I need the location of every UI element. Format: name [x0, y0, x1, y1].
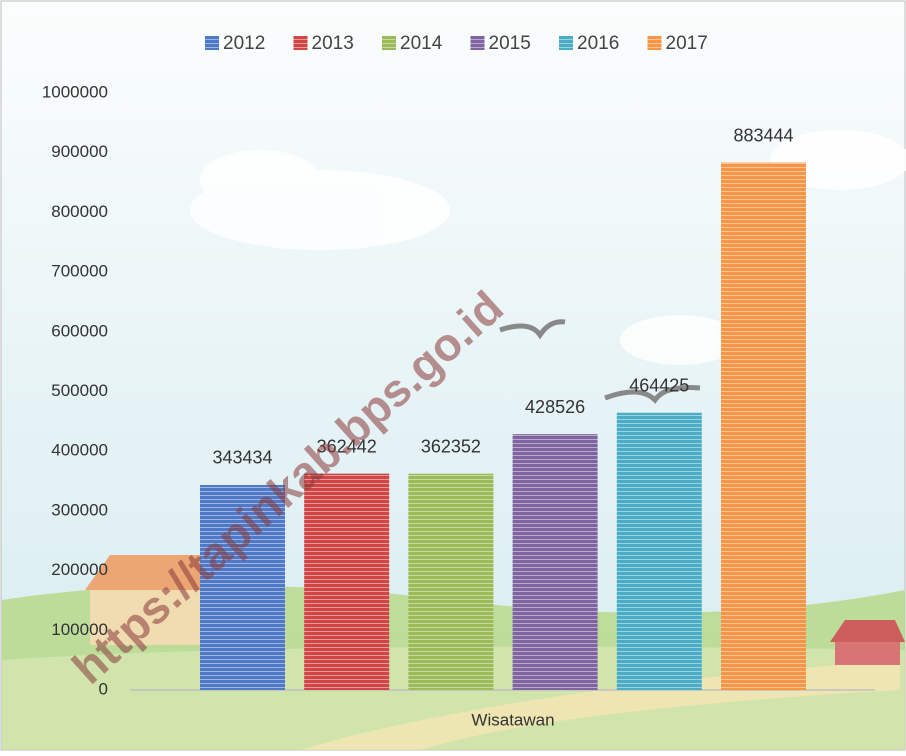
- legend-label: 2013: [312, 33, 354, 54]
- legend-swatch: [205, 36, 219, 50]
- legend-label: 2016: [577, 33, 619, 54]
- y-tick-label: 200000: [51, 560, 108, 579]
- legend-swatch: [293, 36, 308, 50]
- bar: [408, 473, 494, 690]
- y-tick-label: 700000: [51, 262, 108, 281]
- legend-label: 2015: [489, 33, 531, 54]
- bar: [304, 473, 390, 690]
- bar: [721, 162, 806, 691]
- legend-swatch: [559, 36, 573, 50]
- y-tick-label: 300000: [51, 500, 108, 519]
- y-tick-label: 0: [99, 679, 108, 698]
- value-label: 362442: [317, 436, 377, 456]
- value-label: 428526: [525, 397, 585, 417]
- value-label: 464425: [629, 375, 689, 395]
- value-label: 362352: [421, 436, 481, 456]
- y-tick-label: 400000: [51, 441, 108, 460]
- bar: [200, 484, 285, 690]
- legend-label: 2014: [400, 33, 443, 54]
- value-label: 343434: [212, 448, 272, 468]
- y-tick-label: 100000: [51, 620, 108, 639]
- legend-swatch: [470, 36, 485, 50]
- y-tick-label: 600000: [51, 321, 108, 340]
- y-tick-label: 1000000: [42, 82, 108, 101]
- legend-swatch: [647, 36, 662, 50]
- legend-label: 2012: [223, 33, 265, 54]
- y-tick-label: 800000: [51, 202, 108, 221]
- legend-label: 2017: [666, 33, 708, 54]
- bar: [512, 434, 598, 690]
- y-tick-label: 500000: [51, 381, 108, 400]
- legend-swatch: [382, 36, 396, 50]
- y-tick-label: 900000: [51, 142, 108, 161]
- value-label: 883444: [733, 125, 793, 145]
- bar: [616, 412, 702, 690]
- x-tick-label: Wisatawan: [471, 710, 554, 729]
